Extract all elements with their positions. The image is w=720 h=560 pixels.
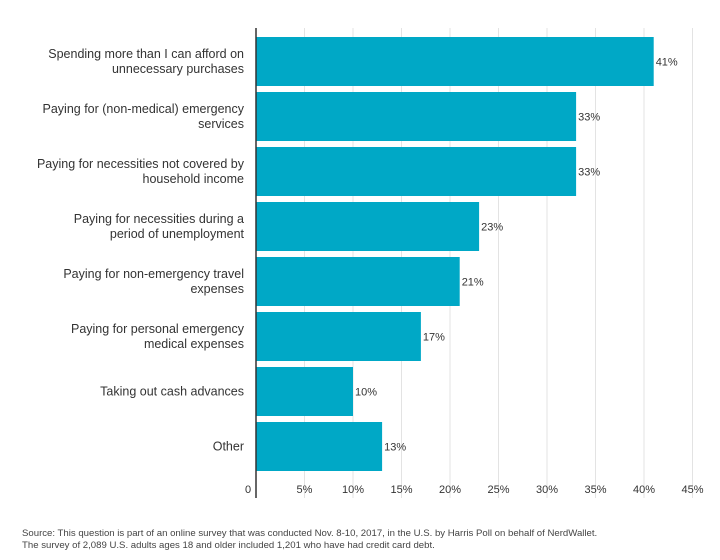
bar — [256, 37, 654, 86]
category-label: Taking out cash advances — [100, 385, 244, 399]
x-axis-ticks: 0 5% 10% 15% 20% 25% 30% 35% 40% 45% — [245, 484, 704, 496]
value-label: 41% — [656, 57, 678, 69]
category-label-line: services — [198, 117, 244, 131]
category-label: Paying for personal emergency medical exp… — [71, 322, 245, 351]
category-label: Other — [213, 440, 244, 454]
x-tick-label: 20% — [439, 484, 461, 496]
bar — [256, 257, 460, 306]
value-label: 33% — [578, 112, 600, 124]
category-labels: Spending more than I can afford on unnece… — [37, 47, 245, 454]
value-labels: 41% 33% 33% 23% 21% 17% 10% 13% — [355, 57, 678, 454]
value-label: 33% — [578, 167, 600, 179]
source-note: Source: This question is part of an onli… — [22, 528, 712, 552]
category-label: Paying for necessities during a period of… — [74, 212, 245, 241]
bar — [256, 367, 353, 416]
source-line-1: Source: This question is part of an onli… — [22, 528, 598, 539]
category-label-line: Paying for (non-medical) emergency — [43, 102, 245, 116]
bar — [256, 92, 577, 141]
bar — [256, 312, 421, 361]
category-label-line: household income — [143, 172, 245, 186]
category-label-line: Other — [213, 440, 244, 454]
category-label-line: Spending more than I can afford on — [48, 47, 244, 61]
value-label: 23% — [481, 222, 503, 234]
x-tick-label: 45% — [681, 484, 703, 496]
bar — [256, 147, 577, 196]
x-tick-label: 0 — [245, 484, 251, 496]
category-label-line: Paying for necessities not covered by — [37, 157, 245, 171]
x-tick-label: 5% — [297, 484, 313, 496]
category-label: Spending more than I can afford on unnece… — [48, 47, 244, 76]
bar — [256, 422, 383, 471]
bar-chart: Spending more than I can afford on unnece… — [37, 28, 704, 498]
bars — [256, 37, 654, 471]
category-label-line: medical expenses — [144, 337, 244, 351]
category-label-line: period of unemployment — [110, 227, 245, 241]
x-tick-label: 10% — [342, 484, 364, 496]
value-label: 13% — [384, 442, 406, 454]
category-label-line: Paying for personal emergency — [71, 322, 245, 336]
x-tick-label: 15% — [390, 484, 412, 496]
category-label-line: Paying for non-emergency travel — [63, 267, 244, 281]
x-tick-label: 30% — [536, 484, 558, 496]
x-tick-label: 25% — [487, 484, 509, 496]
value-label: 17% — [423, 332, 445, 344]
category-label-line: Taking out cash advances — [100, 385, 244, 399]
source-line-2: The survey of 2,089 U.S. adults ages 18 … — [22, 540, 435, 551]
category-label-line: Paying for necessities during a — [74, 212, 244, 226]
category-label: Paying for necessities not covered by hou… — [37, 157, 245, 186]
x-tick-label: 35% — [584, 484, 606, 496]
category-label: Paying for (non-medical) emergency servic… — [43, 102, 245, 131]
category-label-line: expenses — [190, 282, 244, 296]
bar — [256, 202, 480, 251]
x-tick-label: 40% — [633, 484, 655, 496]
category-label: Paying for non-emergency travel expenses — [63, 267, 244, 296]
value-label: 21% — [462, 277, 484, 289]
category-label-line: unnecessary purchases — [112, 62, 244, 76]
value-label: 10% — [355, 387, 377, 399]
